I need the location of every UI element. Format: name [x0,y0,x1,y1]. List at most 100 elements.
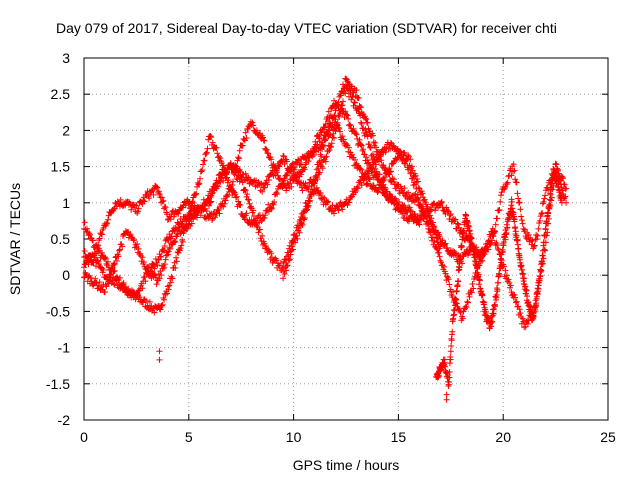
data-point [351,99,358,106]
y-tick-label: -1 [58,340,71,356]
data-point [418,205,425,212]
data-point [220,203,227,210]
data-point [171,238,178,245]
data-point [370,139,377,146]
data-point [328,140,335,147]
data-point [408,175,415,182]
data-point [135,245,142,252]
data-point [289,243,296,250]
data-point [175,249,182,256]
data-point [442,270,449,277]
data-point [154,184,161,191]
data-point [381,184,388,191]
data-point [447,356,454,363]
data-point [280,275,287,282]
data-point [131,236,138,243]
data-point [426,217,433,224]
data-point [232,191,239,198]
data-point [321,136,328,143]
data-point [447,212,454,219]
data-point [541,195,548,202]
data-point [535,282,542,289]
data-point [449,294,456,301]
data-point [470,248,477,255]
data-point [448,342,455,349]
data-point [539,258,546,265]
data-point [342,90,349,97]
data-point [541,246,548,253]
data-point [545,210,552,217]
y-tick-label: 0 [62,267,70,283]
data-point [399,211,406,218]
data-point [426,229,433,236]
data-point [141,273,148,280]
data-point [198,168,205,175]
data-point [483,243,490,250]
x-tick-label: 20 [495,429,511,445]
data-point [361,151,368,158]
data-point [542,226,549,233]
data-point [201,157,208,164]
data-point [275,162,282,169]
data-point [396,147,403,154]
data-point [363,181,370,188]
data-point [495,207,502,214]
data-point [533,300,540,307]
data-point [444,273,451,280]
data-point [343,140,349,147]
data-point [350,89,357,96]
data-point [375,188,382,195]
data-point [243,135,250,142]
data-point [337,110,344,117]
data-point [359,125,366,132]
data-point [351,189,358,196]
data-point [222,197,229,204]
data-point [552,161,559,168]
data-point [316,169,323,176]
data-point [532,236,539,243]
data-point [96,235,103,242]
data-point [308,191,315,198]
data-point [468,289,475,296]
data-point [113,276,120,283]
data-point [358,120,365,127]
data-point [95,242,102,249]
data-point [277,158,284,165]
data-point [261,137,268,144]
data-point [268,156,275,163]
data-point [242,129,249,136]
data-point [197,175,204,182]
data-point [260,184,267,191]
data-point [439,262,446,269]
data-point [557,187,564,194]
data-point [445,276,452,283]
data-point [479,252,486,259]
data-point [200,196,207,203]
data-point [532,304,539,311]
data-point [366,170,373,177]
data-point [511,167,518,174]
data-point [319,142,326,149]
data-point [119,243,126,250]
data-point [397,148,404,155]
data-point [111,261,118,268]
data-point [464,298,471,305]
data-point [329,202,336,209]
data-point [156,190,163,197]
data-point [520,270,527,277]
data-point [378,157,385,164]
data-point [313,166,320,173]
data-point [173,225,180,232]
data-point [492,303,499,310]
data-point [322,124,329,131]
data-point [172,239,179,246]
data-point [402,160,409,167]
data-point [81,248,88,255]
data-point [366,144,373,151]
data-point [419,190,426,197]
data-point [337,92,344,99]
data-point [203,150,210,157]
data-point [299,187,306,194]
data-point [452,302,459,309]
data-point [530,243,537,250]
